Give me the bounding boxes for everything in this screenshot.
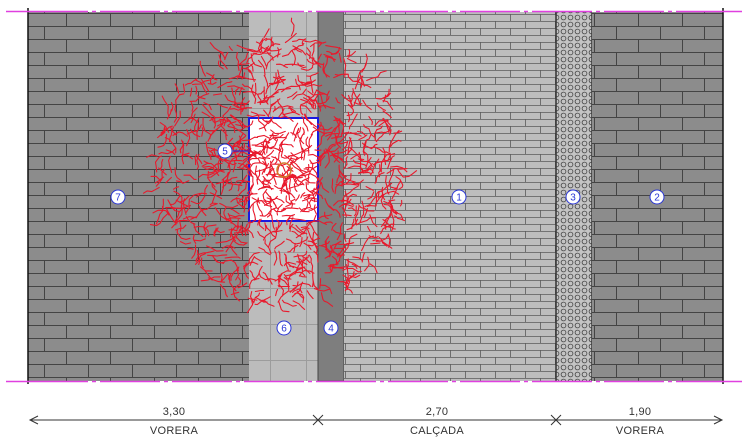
zone-marker-1: 1	[451, 189, 467, 205]
zone-marker-3: 3	[565, 189, 581, 205]
dimension-arrow-right	[713, 415, 724, 425]
dimension-tick-mid-1	[312, 414, 324, 426]
dimension-3-value: 1,90	[629, 406, 652, 418]
tree-trunk	[276, 162, 292, 178]
dimension-1-value: 3,30	[163, 406, 186, 418]
dimension-tick-mid-2	[550, 414, 562, 426]
dimension-3-label: VORERA	[616, 425, 665, 437]
zone-marker-4-circle	[323, 320, 339, 336]
zone-marker-6: 6	[276, 320, 292, 336]
zone-7-sidewalk-paving	[28, 12, 249, 381]
zone-marker-2: 2	[649, 189, 665, 205]
zone-marker-3-label: 3	[570, 193, 576, 204]
dimension-2-value: 2,70	[426, 406, 449, 418]
zone-marker-5-label: 5	[222, 147, 228, 158]
zone-marker-6-circle	[276, 320, 292, 336]
zone-marker-3-circle	[565, 189, 581, 205]
zone-marker-5: 5	[217, 143, 233, 159]
zone-marker-4-label: 4	[328, 324, 334, 335]
zone-marker-2-label: 2	[654, 193, 660, 204]
zone-marker-7-circle	[110, 189, 126, 205]
zone-marker-1-circle	[451, 189, 467, 205]
zone-marker-2-circle	[649, 189, 665, 205]
dimension-chain	[28, 414, 724, 426]
zone-marker-1-label: 1	[456, 193, 462, 204]
zone-marker-7-label: 7	[115, 193, 121, 204]
zone-marker-4: 4	[323, 320, 339, 336]
dimension-arrow-left	[28, 415, 39, 425]
tree-canopy-twigs	[142, 17, 418, 314]
zone-marker-6-label: 6	[281, 324, 287, 335]
zone-marker-5-circle	[217, 143, 233, 159]
zone-marker-7: 7	[110, 189, 126, 205]
dimension-2-label: CALÇADA	[410, 425, 464, 437]
dimension-1-label: VORERA	[150, 425, 199, 437]
tree-canopy	[142, 17, 418, 314]
